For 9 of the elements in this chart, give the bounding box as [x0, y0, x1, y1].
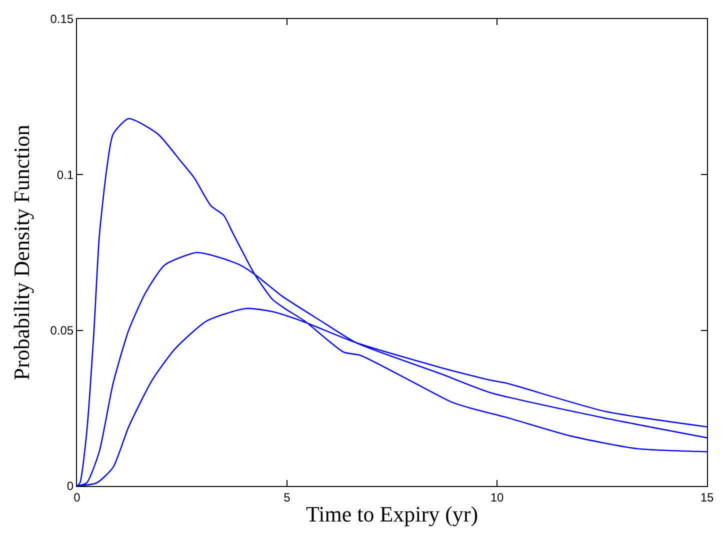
y-tick-label: 0.1	[56, 168, 74, 182]
y-tick-label: 0	[66, 479, 74, 494]
x-tick-label: 5	[284, 490, 291, 504]
x-tick-label: 15	[700, 490, 714, 504]
x-axis-title: Time to Expiry (yr)	[306, 501, 478, 526]
x-tick-label: 10	[490, 490, 504, 504]
y-axis-title: Probability Density Function	[9, 124, 34, 380]
y-tick-label: 0.15	[50, 12, 74, 26]
y-tick-label: 0.05	[50, 324, 74, 338]
